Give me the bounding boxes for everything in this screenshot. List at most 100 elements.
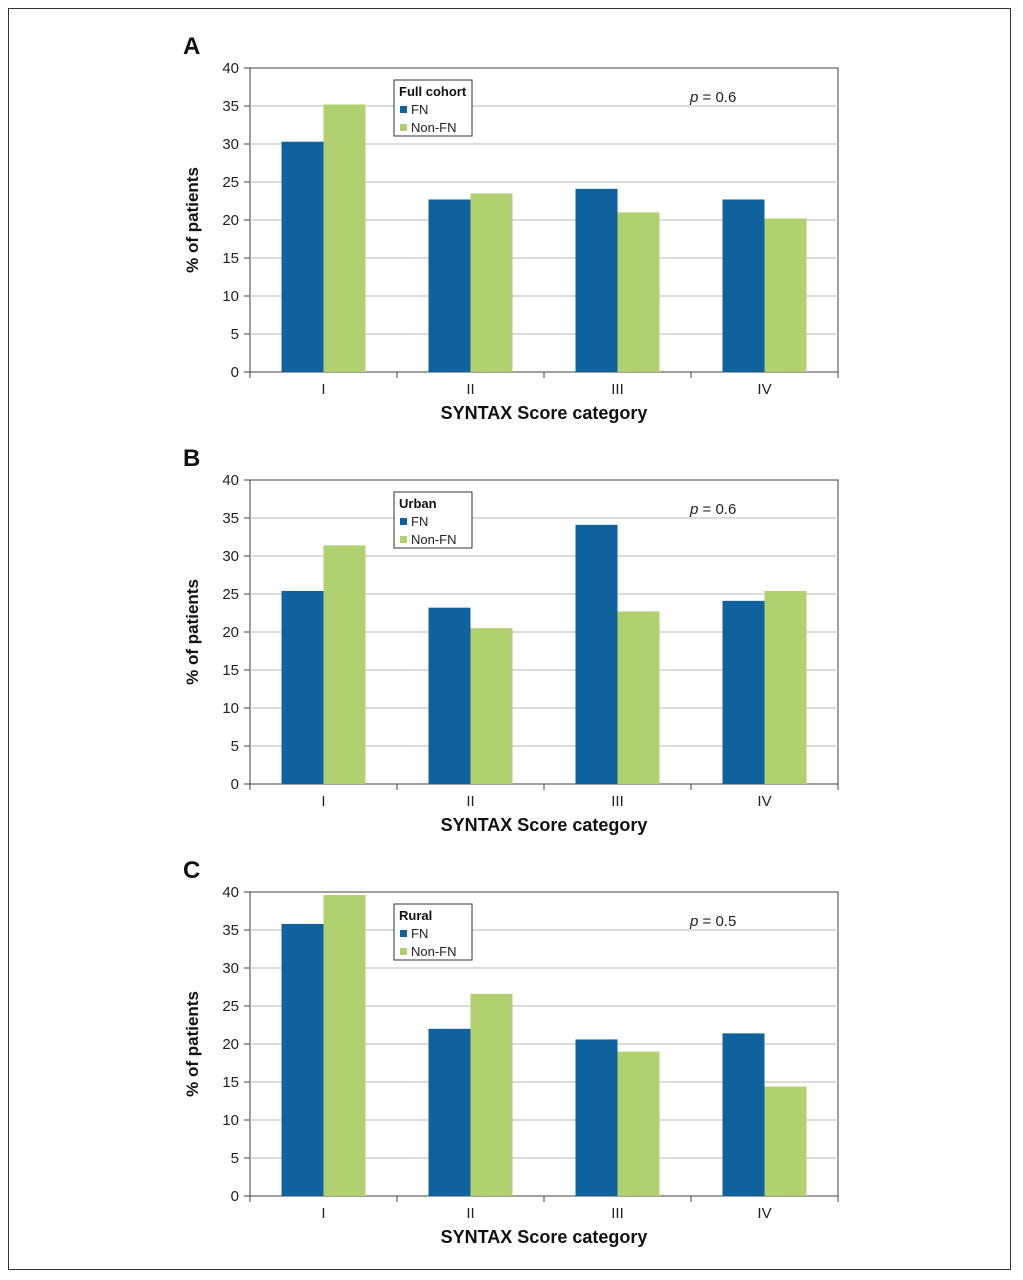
x-tick-label: III (611, 1205, 624, 1222)
legend-swatch-fn (400, 930, 407, 937)
bar-fn (281, 141, 324, 372)
bar-non-fn (764, 590, 807, 784)
p-value-annotation: p = 0.6 (689, 89, 736, 106)
bar-non-fn (617, 1051, 660, 1196)
panel-label: B (183, 445, 200, 472)
chart-panel-b: B 0 5 10 15 20 25 30 35 40 I II III IV SYNTAX Score ca… (0, 440, 1023, 852)
bar-non-fn (323, 104, 366, 372)
y-tick-label: 10 (222, 1112, 239, 1129)
p-value-text: = 0.6 (698, 89, 736, 106)
bar-fn (722, 199, 765, 372)
x-tick-label: I (321, 793, 325, 810)
y-axis-label: % of patients (183, 167, 202, 273)
y-tick-label: 30 (222, 960, 239, 977)
x-tick-label: I (321, 381, 325, 398)
y-tick-label: 25 (222, 174, 239, 191)
legend-swatch-fn (400, 518, 407, 525)
x-axis-label: SYNTAX Score category (441, 1227, 648, 1247)
y-tick-label: 30 (222, 548, 239, 565)
legend-title: Urban (399, 496, 437, 511)
legend-swatch-non-fn (400, 124, 407, 131)
x-tick-label: III (611, 381, 624, 398)
legend-label: Non-FN (411, 532, 457, 547)
y-tick-label: 5 (231, 326, 239, 343)
bar-non-fn (617, 611, 660, 784)
y-tick-label: 15 (222, 1074, 239, 1091)
legend-label: Non-FN (411, 120, 457, 135)
bar-non-fn (764, 218, 807, 372)
bar-fn (281, 923, 324, 1196)
p-value-var: p (689, 89, 698, 106)
legend-title: Full cohort (399, 84, 467, 99)
bar-non-fn (617, 212, 660, 372)
figure-frame (8, 8, 1011, 1270)
legend-swatch-fn (400, 106, 407, 113)
x-tick-label: II (466, 1205, 474, 1222)
bar-non-fn (764, 1086, 807, 1196)
x-axis-label: SYNTAX Score category (441, 815, 648, 835)
p-value-var: p (689, 913, 698, 930)
y-tick-label: 15 (222, 662, 239, 679)
bar-non-fn (470, 193, 513, 372)
y-tick-label: 40 (222, 472, 239, 489)
y-tick-label: 25 (222, 998, 239, 1015)
bar-fn (281, 590, 324, 784)
y-tick-label: 25 (222, 586, 239, 603)
y-axis-label: % of patients (183, 579, 202, 685)
bar-fn (722, 1033, 765, 1196)
y-tick-label: 5 (231, 738, 239, 755)
x-tick-label: II (466, 793, 474, 810)
y-tick-label: 20 (222, 1036, 239, 1053)
legend-label: FN (411, 514, 428, 529)
x-tick-label: IV (757, 793, 771, 810)
bar-non-fn (470, 993, 513, 1196)
legend-swatch-non-fn (400, 948, 407, 955)
bar-non-fn (470, 628, 513, 784)
x-tick-label: IV (757, 381, 771, 398)
bar-fn (575, 524, 618, 784)
p-value-text: = 0.5 (698, 913, 736, 930)
bar-fn (428, 199, 471, 372)
y-tick-label: 20 (222, 212, 239, 229)
p-value-var: p (689, 501, 698, 518)
x-tick-label: I (321, 1205, 325, 1222)
bar-fn (428, 607, 471, 784)
legend-label: FN (411, 926, 428, 941)
chart-panel-a: A 0 5 10 15 20 25 30 35 40 I II III IV SYNTAX Score ca… (0, 28, 1023, 440)
legend-label: FN (411, 102, 428, 117)
y-tick-label: 20 (222, 624, 239, 641)
x-tick-label: II (466, 381, 474, 398)
x-tick-label: III (611, 793, 624, 810)
bar-non-fn (323, 895, 366, 1196)
y-tick-label: 15 (222, 250, 239, 267)
x-tick-label: IV (757, 1205, 771, 1222)
y-tick-label: 40 (222, 60, 239, 77)
chart-panel-c: C 0 5 10 15 20 25 30 35 40 I II III IV SYNTAX Score ca… (0, 852, 1023, 1264)
p-value-annotation: p = 0.6 (689, 501, 736, 518)
bar-fn (722, 600, 765, 784)
y-tick-label: 0 (231, 1188, 239, 1205)
p-value-text: = 0.6 (698, 501, 736, 518)
panel-label: C (183, 857, 200, 884)
legend-title: Rural (399, 908, 432, 923)
y-tick-label: 35 (222, 510, 239, 527)
y-tick-label: 35 (222, 922, 239, 939)
x-axis-label: SYNTAX Score category (441, 403, 648, 423)
legend-label: Non-FN (411, 944, 457, 959)
bar-fn (575, 1039, 618, 1196)
p-value-annotation: p = 0.5 (689, 913, 736, 930)
y-tick-label: 35 (222, 98, 239, 115)
y-tick-label: 0 (231, 364, 239, 381)
y-tick-label: 5 (231, 1150, 239, 1167)
y-tick-label: 30 (222, 136, 239, 153)
y-tick-label: 10 (222, 700, 239, 717)
panel-label: A (183, 33, 200, 60)
y-tick-label: 10 (222, 288, 239, 305)
y-axis-label: % of patients (183, 991, 202, 1097)
bar-fn (428, 1028, 471, 1196)
legend-swatch-non-fn (400, 536, 407, 543)
bar-non-fn (323, 545, 366, 784)
